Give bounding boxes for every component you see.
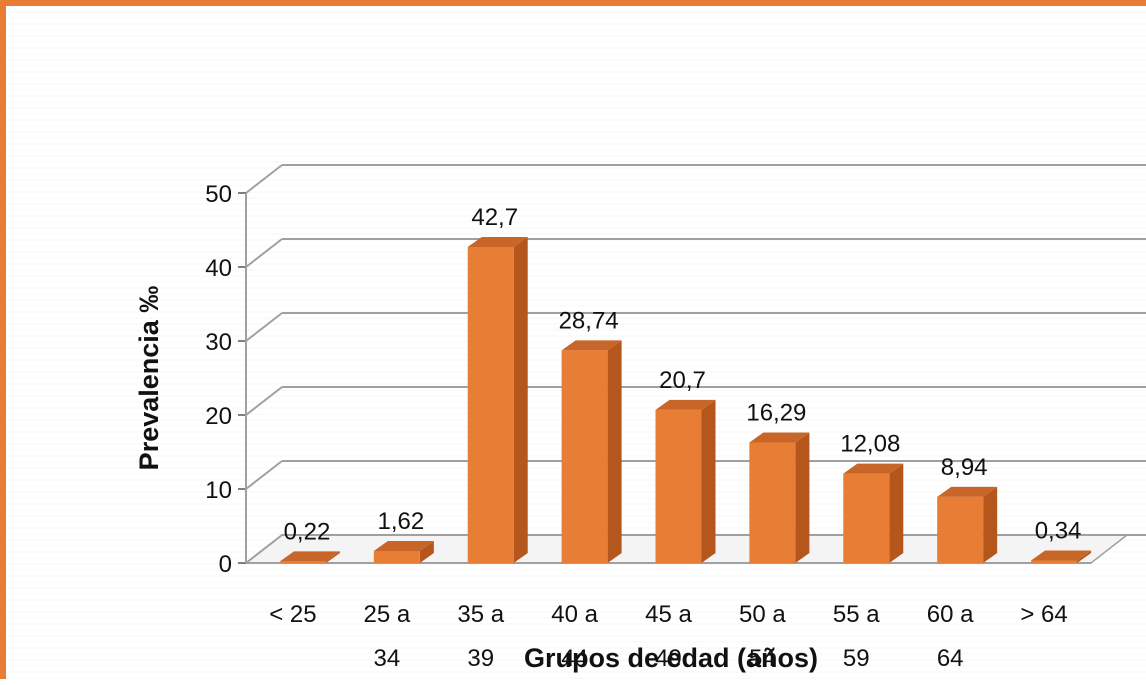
gridline-side xyxy=(245,460,283,490)
bar-side xyxy=(983,486,998,563)
y-axis-title: Prevalencia ‰ xyxy=(134,286,164,471)
bar xyxy=(655,399,716,563)
bar-side xyxy=(513,237,528,563)
data-label: 8,94 xyxy=(941,454,988,481)
x-tick-label: 40 a xyxy=(551,601,598,628)
data-label: 0,22 xyxy=(284,518,331,545)
data-label: 12,08 xyxy=(840,431,900,458)
bar-front xyxy=(655,409,702,563)
y-tick-label: 50 xyxy=(205,181,232,208)
bar-front xyxy=(373,551,420,563)
bar-top xyxy=(373,541,434,552)
data-label: 28,74 xyxy=(559,307,619,334)
bar xyxy=(843,463,904,563)
x-axis-title: Grupos de edad (años) xyxy=(524,643,818,673)
bar xyxy=(749,432,810,563)
bar-top xyxy=(655,399,716,410)
bar-side xyxy=(325,551,340,563)
data-label: 20,7 xyxy=(659,367,706,394)
bar xyxy=(279,551,340,563)
data-label: 0,34 xyxy=(1035,517,1082,544)
bar-side xyxy=(889,463,904,563)
x-tick-label: 64 xyxy=(937,645,964,672)
data-label: 16,29 xyxy=(746,399,806,426)
bar-front xyxy=(843,473,890,563)
x-tick-label: 49 xyxy=(655,645,682,672)
data-labels: 0,22 1,62 42,7 28,74 20,7 16,29 12,08 8,94 0,34 xyxy=(284,204,1082,545)
bar-side xyxy=(701,399,716,563)
x-tick-label: < 25 xyxy=(269,601,316,628)
bar-chart: 0 10 20 30 40 50 0,22 1,62 42,7 28,74 20,7 16,29 12… xyxy=(134,164,1146,673)
bars xyxy=(279,237,1092,563)
x-axis: < 25 25 a 34 35 a 39 40 a 44 45 a 49 50 a 54 55 a 59… xyxy=(269,601,1068,672)
x-tick-label: 50 a xyxy=(739,601,786,628)
gridline-side xyxy=(245,534,283,564)
bar-top xyxy=(279,551,340,562)
x-tick-label: 34 xyxy=(373,645,400,672)
bar-side xyxy=(419,541,434,563)
bar-top xyxy=(843,463,904,474)
bar xyxy=(373,541,434,563)
x-tick-label: 25 a xyxy=(363,601,410,628)
bar-top xyxy=(749,432,810,443)
bar xyxy=(1031,550,1092,563)
gridline-side xyxy=(245,386,283,416)
bar-front xyxy=(1031,560,1078,563)
bar-side xyxy=(607,340,622,563)
data-label: 1,62 xyxy=(377,508,424,535)
x-tick-label: 59 xyxy=(843,645,870,672)
bar-front xyxy=(279,561,326,563)
y-tick-label: 10 xyxy=(205,477,232,504)
x-tick-label: 35 a xyxy=(457,601,504,628)
bar-front xyxy=(561,350,608,563)
bar-front xyxy=(749,442,796,563)
bar-top xyxy=(1031,550,1092,561)
y-tick-label: 30 xyxy=(205,329,232,356)
bar-side xyxy=(795,432,810,563)
x-tick-label: 44 xyxy=(561,645,588,672)
bar-top xyxy=(937,486,998,497)
x-tick-label: 55 a xyxy=(833,601,880,628)
bar-top xyxy=(467,237,528,248)
bar xyxy=(467,237,528,563)
gridline-side xyxy=(245,238,283,268)
bar xyxy=(937,486,998,563)
y-tick-label: 20 xyxy=(205,403,232,430)
gridline-side xyxy=(245,312,283,342)
x-tick-label: 45 a xyxy=(645,601,692,628)
gridlines xyxy=(243,164,1146,564)
data-label: 42,7 xyxy=(471,204,518,231)
bar-side xyxy=(1077,550,1092,563)
bar-front xyxy=(937,496,984,563)
bar-front xyxy=(467,247,514,563)
x-tick-label: 54 xyxy=(749,645,776,672)
y-tick-label: 0 xyxy=(219,551,232,578)
x-tick-label: > 64 xyxy=(1020,601,1067,628)
bar-top xyxy=(561,340,622,351)
y-tick-label: 40 xyxy=(205,255,232,282)
x-tick-label: 39 xyxy=(467,645,494,672)
bar xyxy=(561,340,622,563)
x-tick-label: 60 a xyxy=(927,601,974,628)
gridline-side xyxy=(245,164,283,194)
